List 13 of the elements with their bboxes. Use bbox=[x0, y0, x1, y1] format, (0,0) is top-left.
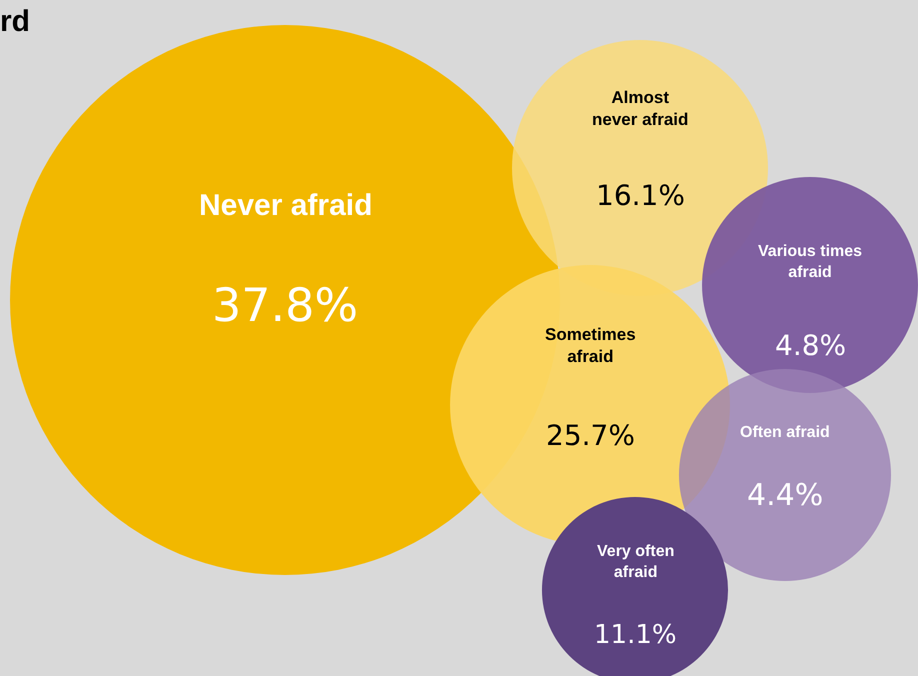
category-label: Very often afraid bbox=[597, 543, 674, 581]
data-label: 11.1% bbox=[594, 620, 677, 650]
data-label: 4.8% bbox=[775, 329, 846, 362]
data-label: 4.4% bbox=[747, 478, 824, 513]
category-label: Sometimes afraid bbox=[545, 325, 636, 366]
category-label: Various times afraid bbox=[758, 243, 862, 281]
category-label: Often afraid bbox=[740, 424, 830, 441]
data-label: 37.8% bbox=[212, 278, 358, 332]
category-label: Never afraid bbox=[199, 189, 372, 222]
category-label: Almost never afraid bbox=[592, 88, 688, 130]
text: rd bbox=[0, 5, 30, 38]
data-label: 16.1% bbox=[596, 179, 685, 212]
data-label: 25.7% bbox=[546, 419, 635, 452]
